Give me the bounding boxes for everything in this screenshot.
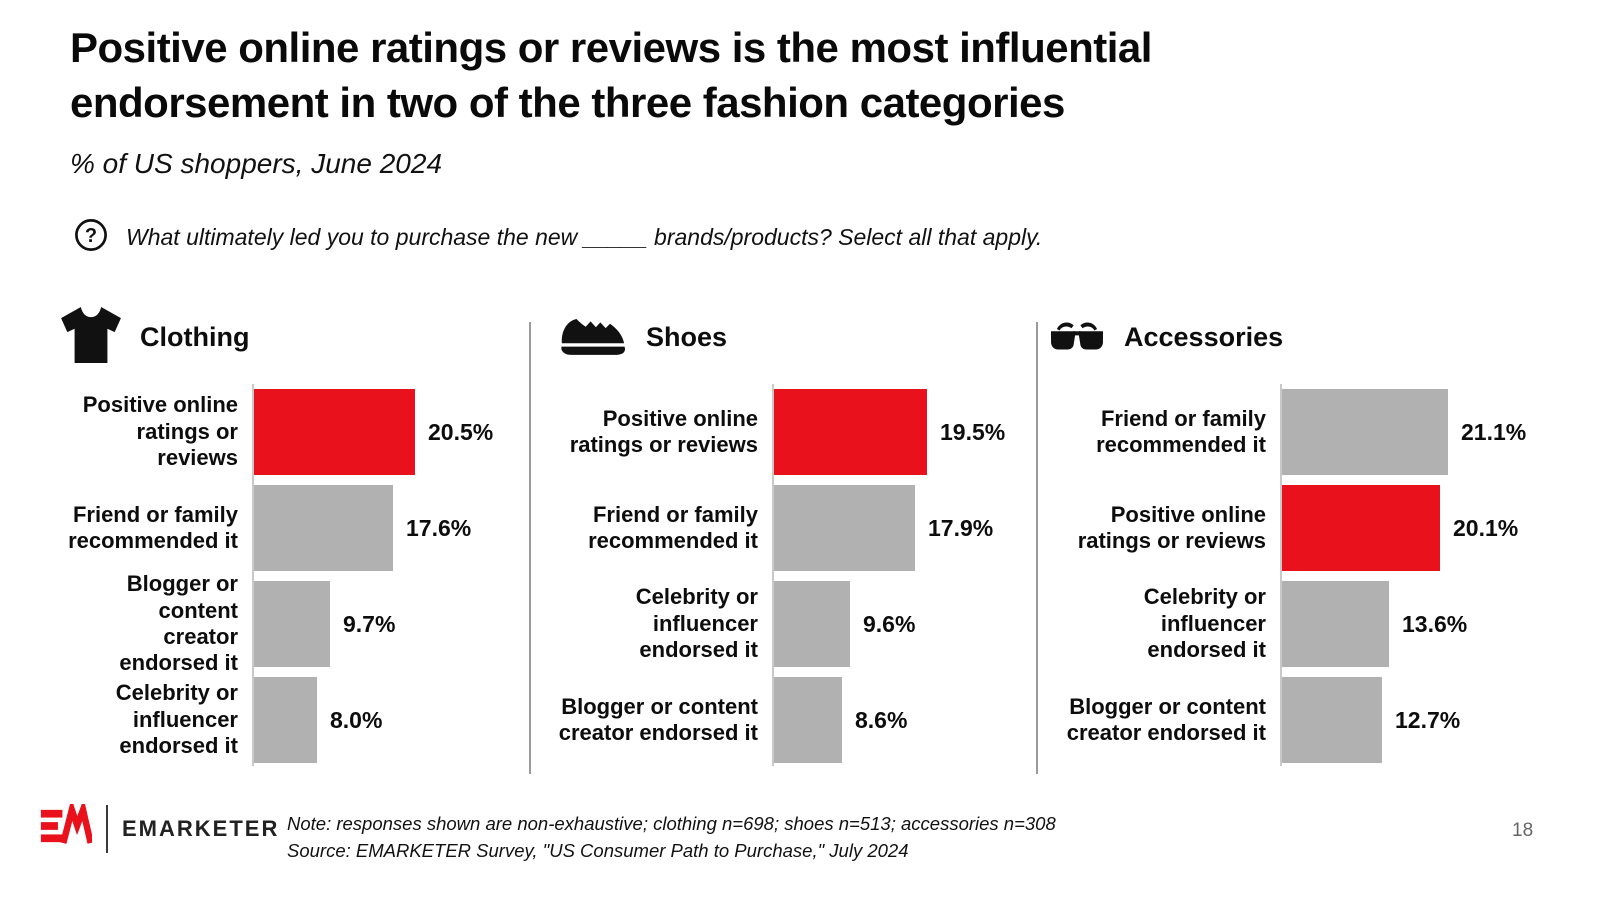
bar-area: 13.6% bbox=[1280, 576, 1553, 672]
chart-accessories: Accessories Friend or family recommended … bbox=[1048, 306, 1553, 768]
chart-shoes-title: Shoes bbox=[646, 321, 728, 352]
value-label: 17.9% bbox=[928, 514, 994, 541]
chart-row: Celebrity or influencer endorsed it 8.0% bbox=[60, 672, 518, 768]
page-title-line-1: Positive online ratings or reviews is th… bbox=[70, 24, 1152, 71]
value-label: 8.0% bbox=[330, 706, 383, 733]
highlighted-bar bbox=[774, 389, 927, 475]
highlighted-bar bbox=[254, 389, 415, 475]
bar-area: 17.9% bbox=[772, 480, 1018, 576]
sunglasses-icon bbox=[1048, 316, 1106, 359]
category-label: Celebrity or influencer endorsed it bbox=[635, 584, 758, 663]
bar-area: 8.0% bbox=[252, 672, 518, 768]
value-label: 12.7% bbox=[1395, 706, 1461, 733]
chart-row: Celebrity or influencer endorsed it 13.6% bbox=[1048, 576, 1553, 672]
chart-clothing: Clothing Positive online ratings or revie… bbox=[60, 306, 518, 768]
logo-divider bbox=[106, 804, 108, 853]
column-divider bbox=[529, 322, 531, 774]
chart-shoes-header: Shoes bbox=[558, 306, 1018, 368]
chart-shoes: Shoes Positive online ratings or reviews 1… bbox=[558, 306, 1018, 768]
category-label: Friend or family recommended it bbox=[68, 501, 238, 553]
bar bbox=[1282, 677, 1382, 763]
chart-row: Positive online ratings or reviews 20.1% bbox=[1048, 480, 1553, 576]
bar bbox=[254, 677, 317, 763]
bar-area: 20.5% bbox=[252, 384, 518, 480]
chart-row: Blogger or content creator endorsed it 9.7… bbox=[60, 571, 518, 675]
category-label: Positive online ratings or reviews bbox=[569, 405, 758, 457]
survey-question: ? What ultimately led you to purchase th… bbox=[74, 218, 1042, 257]
emarketer-logo: EMARKETER bbox=[40, 798, 280, 853]
category-label: Positive online ratings or reviews bbox=[1077, 501, 1266, 553]
question-mark-circle-icon: ? bbox=[74, 218, 108, 257]
value-label: 13.6% bbox=[1402, 610, 1468, 637]
bar bbox=[774, 485, 915, 571]
bar-area: 20.1% bbox=[1280, 480, 1553, 576]
value-label: 20.1% bbox=[1453, 514, 1519, 541]
chart-shoes-bars: Positive online ratings or reviews 19.5% Fr… bbox=[558, 384, 1018, 768]
bar-area: 12.7% bbox=[1280, 672, 1553, 768]
category-label: Positive online ratings or reviews bbox=[82, 392, 238, 471]
bar bbox=[254, 485, 393, 571]
chart-accessories-header: Accessories bbox=[1048, 306, 1553, 368]
column-divider bbox=[1036, 322, 1038, 774]
bar bbox=[1282, 389, 1448, 475]
category-label: Friend or family recommended it bbox=[1096, 405, 1266, 457]
emarketer-logo-mark-icon bbox=[40, 798, 94, 853]
chart-row: Friend or family recommended it 17.9% bbox=[558, 480, 1018, 576]
bar bbox=[774, 581, 850, 667]
bar bbox=[1282, 581, 1389, 667]
value-label: 8.6% bbox=[855, 706, 908, 733]
chart-row: Friend or family recommended it 17.6% bbox=[60, 480, 518, 576]
bar-area: 8.6% bbox=[772, 672, 1018, 768]
category-label: Celebrity or influencer endorsed it bbox=[1143, 584, 1266, 663]
bar-area: 9.7% bbox=[252, 576, 518, 672]
svg-text:?: ? bbox=[85, 225, 97, 247]
bar bbox=[774, 677, 842, 763]
bar bbox=[254, 581, 330, 667]
bar-area: 9.6% bbox=[772, 576, 1018, 672]
chart-row: Celebrity or influencer endorsed it 9.6% bbox=[558, 576, 1018, 672]
value-label: 19.5% bbox=[940, 418, 1006, 445]
bar-area: 19.5% bbox=[772, 384, 1018, 480]
chart-row: Blogger or content creator endorsed it 12.… bbox=[1048, 672, 1553, 768]
value-label: 17.6% bbox=[406, 514, 472, 541]
chart-row: Blogger or content creator endorsed it 8.6… bbox=[558, 672, 1018, 768]
chart-clothing-title: Clothing bbox=[140, 321, 250, 352]
category-label: Friend or family recommended it bbox=[588, 501, 758, 553]
chart-clothing-bars: Positive online ratings or reviews 20.5% Fr… bbox=[60, 384, 518, 768]
value-label: 20.5% bbox=[428, 418, 494, 445]
page-number: 18 bbox=[1512, 820, 1534, 841]
chart-row: Positive online ratings or reviews 19.5% bbox=[558, 384, 1018, 480]
chart-row: Positive online ratings or reviews 20.5% bbox=[60, 384, 518, 480]
chart-accessories-title: Accessories bbox=[1124, 321, 1284, 352]
highlighted-bar bbox=[1282, 485, 1440, 571]
tshirt-icon bbox=[60, 306, 122, 368]
category-label: Blogger or content creator endorsed it bbox=[119, 571, 238, 676]
question-text: What ultimately led you to purchase the … bbox=[126, 224, 1043, 250]
chart-clothing-header: Clothing bbox=[60, 306, 518, 368]
category-label: Blogger or content creator endorsed it bbox=[558, 693, 758, 745]
chart-row: Friend or family recommended it 21.1% bbox=[1048, 384, 1553, 480]
bar-area: 21.1% bbox=[1280, 384, 1553, 480]
emarketer-logo-text: EMARKETER bbox=[122, 815, 280, 841]
source-line: Source: EMARKETER Survey, "US Consumer P… bbox=[287, 840, 909, 862]
category-label: Blogger or content creator endorsed it bbox=[1066, 693, 1266, 745]
value-label: 21.1% bbox=[1461, 418, 1527, 445]
note-line: Note: responses shown are non-exhaustive… bbox=[287, 813, 1056, 834]
subtitle: % of US shoppers, June 2024 bbox=[70, 148, 443, 179]
page-title-line-2: endorsement in two of the three fashion … bbox=[70, 79, 1065, 127]
footnotes: Note: responses shown are non-exhaustive… bbox=[287, 810, 1056, 865]
category-label: Celebrity or influencer endorsed it bbox=[115, 680, 238, 759]
page-title: Positive online ratings or reviews is th… bbox=[70, 20, 1152, 131]
bar-area: 17.6% bbox=[252, 480, 518, 576]
chart-accessories-bars: Friend or family recommended it 21.1% Posit… bbox=[1048, 384, 1553, 768]
sneaker-icon bbox=[558, 312, 628, 362]
value-label: 9.6% bbox=[863, 610, 916, 637]
value-label: 9.7% bbox=[343, 610, 396, 637]
